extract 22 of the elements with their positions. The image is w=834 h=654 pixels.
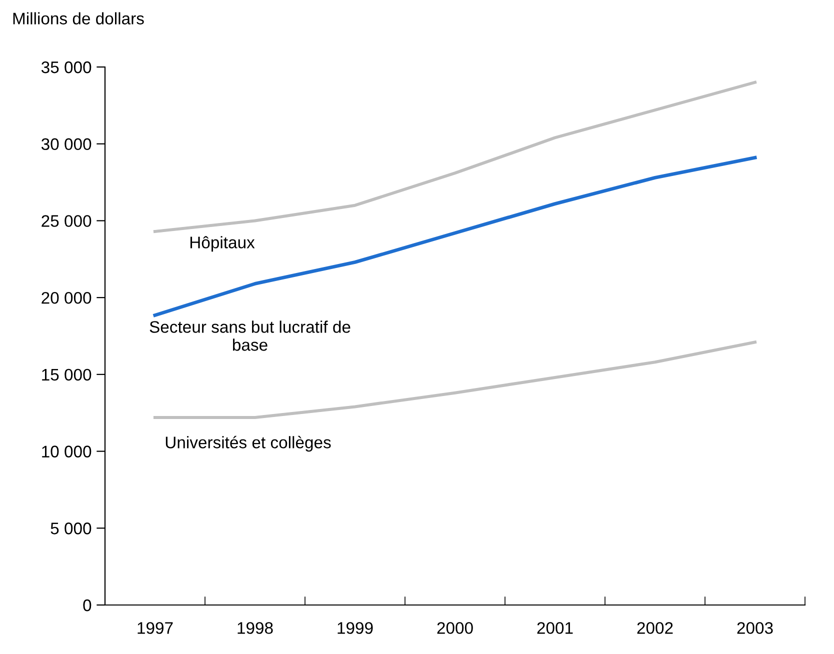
line-series (153, 80, 757, 234)
line-series (153, 156, 757, 317)
x-tick-label: 1997 (138, 622, 173, 634)
y-tick-label: 20 000 (42, 292, 92, 304)
line-series (153, 340, 757, 419)
series-label: Universités et collèges (166, 436, 331, 452)
y-tick-label: 35 000 (41, 61, 92, 74)
y-tick-label: 5 000 (50, 522, 92, 534)
series-label: Secteur sans but lucratif de base (150, 320, 350, 351)
y-tick-label: 0 (83, 599, 92, 612)
y-tick-label: 25 000 (42, 215, 92, 227)
x-tick-label: 2001 (537, 622, 573, 634)
y-tick-label: 15 000 (42, 368, 92, 381)
series-label: Hôpitaux (190, 236, 255, 252)
y-axis-title: Millions de dollars (13, 12, 144, 24)
y-tick-label: 10 000 (42, 446, 92, 458)
x-tick-label: 1999 (338, 622, 373, 634)
x-tick-label: 1998 (238, 622, 273, 634)
x-tick-label: 2002 (637, 622, 673, 634)
x-tick-label: 2000 (437, 622, 473, 634)
x-tick-label: 2003 (737, 622, 773, 634)
y-tick-label: 30 000 (41, 138, 92, 150)
